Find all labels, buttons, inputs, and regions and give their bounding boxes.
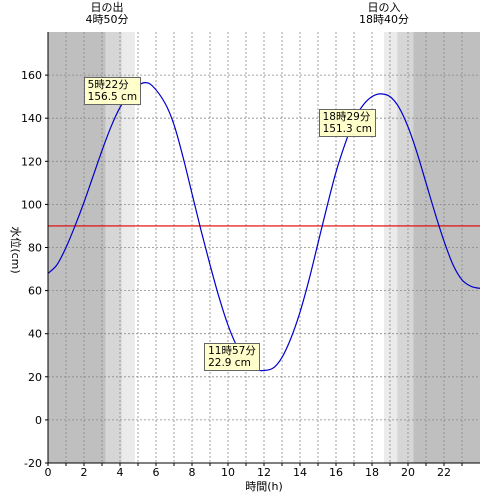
x-tick-label: 14 bbox=[293, 466, 307, 479]
sunset-label: 日の入 bbox=[367, 1, 401, 14]
callout-value: 151.3 cm bbox=[322, 122, 373, 135]
callout-time: 11時57分 bbox=[208, 344, 256, 357]
y-tick-label: 60 bbox=[28, 285, 42, 298]
tide-line bbox=[47, 82, 481, 372]
y-tick-label: 80 bbox=[28, 242, 42, 255]
x-tick-label: 22 bbox=[437, 466, 451, 479]
axes: 0 2 4 6 8 10 12 14 16 18 20 22-20020406080100120140… bbox=[21, 32, 480, 479]
x-tick-label: 2 bbox=[81, 466, 88, 479]
sunrise-label: 日の出 bbox=[90, 1, 124, 14]
callout-time: 5時22分 bbox=[87, 78, 129, 91]
x-tick-label: 20 bbox=[401, 466, 415, 479]
y-tick-label: 20 bbox=[28, 371, 42, 384]
x-tick-label: 0 bbox=[45, 466, 52, 479]
x-tick-label: 10 bbox=[221, 466, 235, 479]
extreme-callout: 11時57分 22.9 cm bbox=[204, 342, 260, 371]
x-tick-label: 8 bbox=[189, 466, 196, 479]
x-axis-label: 時間(h) bbox=[245, 480, 283, 493]
extreme-callout: 18時29分 151.3 cm bbox=[318, 108, 377, 137]
x-tick-label: 18 bbox=[365, 466, 379, 479]
callout-time: 18時29分 bbox=[322, 110, 371, 123]
y-tick-label: 40 bbox=[28, 328, 42, 341]
y-tick-label: 100 bbox=[21, 198, 42, 211]
sunrise-header: 日の出 4時50分 bbox=[78, 2, 136, 26]
callout-value: 156.5 cm bbox=[87, 90, 138, 103]
x-tick-label: 6 bbox=[153, 466, 160, 479]
x-tick-label: 4 bbox=[117, 466, 124, 479]
y-tick-label: 0 bbox=[35, 414, 42, 427]
y-tick-label: 160 bbox=[21, 69, 42, 82]
sunrise-time: 4時50分 bbox=[85, 13, 129, 26]
dusk-band-inner bbox=[384, 32, 398, 463]
y-axis-label: 水位(cm) bbox=[9, 226, 23, 273]
y-tick-label: -20 bbox=[24, 457, 42, 470]
y-tick-label: 120 bbox=[21, 155, 42, 168]
grid bbox=[48, 32, 480, 463]
x-tick-label: 16 bbox=[329, 466, 343, 479]
x-tick-label: 12 bbox=[257, 466, 271, 479]
y-tick-label: 140 bbox=[21, 112, 42, 125]
series-layer bbox=[47, 82, 481, 372]
extreme-callout: 5時22分 156.5 cm bbox=[83, 76, 142, 105]
callout-value: 22.9 cm bbox=[208, 356, 251, 369]
sunset-time: 18時40分 bbox=[359, 13, 409, 26]
sunset-header: 日の入 18時40分 bbox=[352, 2, 416, 26]
